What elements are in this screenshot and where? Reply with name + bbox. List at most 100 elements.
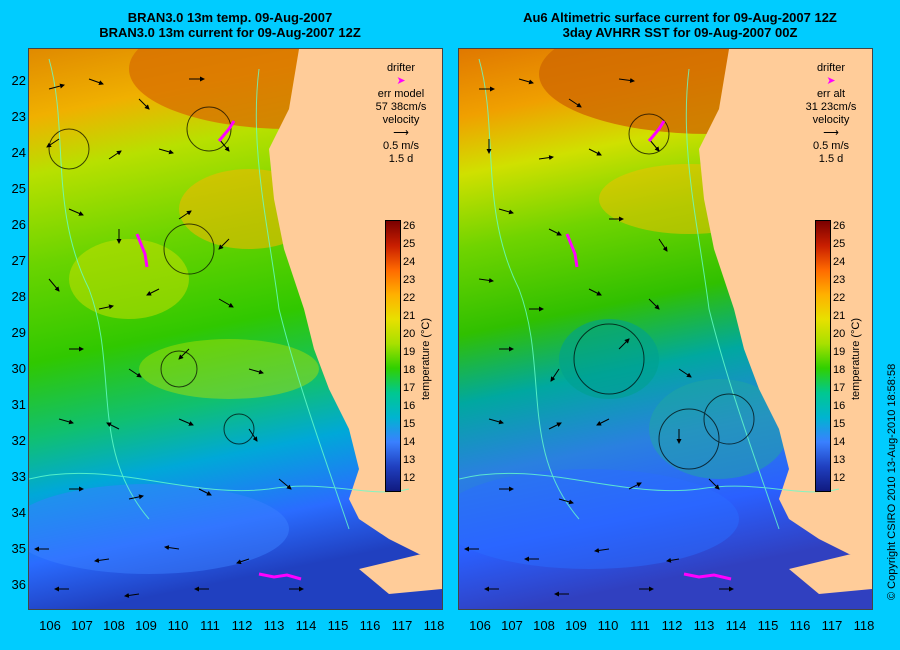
lat-tick: 32 — [11, 433, 26, 448]
lat-tick: 23 — [11, 109, 26, 124]
current-vectors — [34, 76, 304, 598]
err-label: err model — [377, 88, 425, 100]
err-value: 57 38cm/s — [375, 101, 427, 113]
lon-tick: 107 — [501, 618, 523, 633]
lon-tick: 109 — [565, 618, 587, 633]
cbar-tick: 26 — [833, 220, 846, 232]
lat-tick: 33 — [11, 469, 26, 484]
cbar-tick: 23 — [403, 274, 416, 286]
velocity-arrow-icon: ⟶ — [823, 127, 839, 139]
cbar-tick: 22 — [403, 292, 416, 304]
duration-label: 1.5 d — [818, 153, 844, 165]
velocity-label: velocity — [812, 114, 850, 126]
lat-tick: 31 — [11, 397, 26, 412]
speed-label: 0.5 m/s — [382, 140, 420, 152]
lon-tick: 112 — [661, 618, 683, 633]
cbar-tick: 19 — [833, 346, 846, 358]
lon-tick: 116 — [789, 618, 811, 633]
cbar-tick: 12 — [403, 472, 416, 484]
lat-tick: 22 — [11, 73, 26, 88]
lon-tick: 112 — [231, 618, 253, 633]
cbar-tick: 17 — [403, 382, 416, 394]
right-colorbar-label: temperature (°C) — [850, 317, 862, 400]
cbar-tick: 19 — [403, 346, 416, 358]
lon-tick: 113 — [693, 618, 715, 633]
lon-tick: 108 — [533, 618, 555, 633]
lon-tick: 116 — [359, 618, 381, 633]
drifter-label: drifter — [386, 62, 416, 74]
drifter-icon: ➤ — [396, 75, 406, 87]
speed-label: 0.5 m/s — [812, 140, 850, 152]
lon-tick: 109 — [135, 618, 157, 633]
cbar-tick: 25 — [833, 238, 846, 250]
lat-tick: 26 — [11, 217, 26, 232]
lon-tick: 111 — [630, 618, 650, 633]
cbar-tick: 17 — [833, 382, 846, 394]
cbar-tick: 21 — [833, 310, 846, 322]
cbar-tick: 24 — [833, 256, 846, 268]
cbar-tick: 25 — [403, 238, 416, 250]
cbar-tick: 12 — [833, 472, 846, 484]
cbar-tick: 15 — [403, 418, 416, 430]
cbar-tick: 16 — [403, 400, 416, 412]
velocity-label: velocity — [382, 114, 420, 126]
right-title: Au6 Altimetric surface current for 09-Au… — [470, 10, 890, 40]
cbar-tick: 15 — [833, 418, 846, 430]
cbar-tick: 20 — [403, 328, 416, 340]
lon-tick: 115 — [327, 618, 349, 633]
drifter-track — [647, 120, 666, 142]
lon-tick: 114 — [725, 618, 747, 633]
duration-label: 1.5 d — [388, 153, 414, 165]
right-legend: drifter ➤ err alt 31 23cm/s velocity ⟶ 0… — [796, 62, 866, 166]
right-title-line2: 3day AVHRR SST for 09-Aug-2007 00Z — [562, 25, 798, 40]
cbar-tick: 24 — [403, 256, 416, 268]
cbar-tick: 22 — [833, 292, 846, 304]
lat-tick: 27 — [11, 253, 26, 268]
copyright-text: © Copyright CSIRO 2010 13-Aug-2010 18:58… — [886, 363, 898, 600]
err-value: 31 23cm/s — [805, 101, 857, 113]
lon-tick: 118 — [423, 618, 445, 633]
left-colorbar-label: temperature (°C) — [420, 317, 432, 400]
lon-tick: 111 — [200, 618, 220, 633]
cbar-tick: 13 — [403, 454, 416, 466]
lon-tick: 113 — [263, 618, 285, 633]
left-legend: drifter ➤ err model 57 38cm/s velocity ⟶… — [366, 62, 436, 166]
cbar-tick: 21 — [403, 310, 416, 322]
lat-tick: 25 — [11, 181, 26, 196]
lon-tick: 117 — [391, 618, 413, 633]
right-title-line1: Au6 Altimetric surface current for 09-Au… — [523, 10, 837, 25]
drifter-track — [217, 120, 236, 142]
lon-tick: 106 — [39, 618, 61, 633]
lon-tick: 110 — [167, 618, 189, 633]
cbar-tick: 14 — [403, 436, 416, 448]
cbar-tick: 14 — [833, 436, 846, 448]
velocity-arrow-icon: ⟶ — [393, 127, 409, 139]
lat-tick: 30 — [11, 361, 26, 376]
cbar-tick: 23 — [833, 274, 846, 286]
lat-tick: 24 — [11, 145, 26, 160]
drifter-icon: ➤ — [826, 75, 836, 87]
current-vectors — [464, 77, 734, 597]
cbar-tick: 18 — [403, 364, 416, 376]
err-label: err alt — [816, 88, 846, 100]
cbar-tick: 26 — [403, 220, 416, 232]
left-title-line1: BRAN3.0 13m temp. 09-Aug-2007 — [127, 10, 333, 25]
drifter-label: drifter — [816, 62, 846, 74]
lat-tick: 34 — [11, 505, 26, 520]
cbar-tick: 13 — [833, 454, 846, 466]
lon-tick: 108 — [103, 618, 125, 633]
cbar-tick: 20 — [833, 328, 846, 340]
lon-tick: 106 — [469, 618, 491, 633]
left-title-line2: BRAN3.0 13m current for 09-Aug-2007 12Z — [99, 25, 361, 40]
right-colorbar — [815, 220, 831, 492]
lon-tick: 117 — [821, 618, 843, 633]
lat-tick: 36 — [11, 577, 26, 592]
left-title: BRAN3.0 13m temp. 09-Aug-2007 BRAN3.0 13… — [40, 10, 420, 40]
lon-tick: 114 — [295, 618, 317, 633]
cbar-tick: 16 — [833, 400, 846, 412]
cbar-tick: 18 — [833, 364, 846, 376]
lat-tick: 29 — [11, 325, 26, 340]
lon-tick: 115 — [757, 618, 779, 633]
lon-tick: 110 — [597, 618, 619, 633]
lon-tick: 107 — [71, 618, 93, 633]
